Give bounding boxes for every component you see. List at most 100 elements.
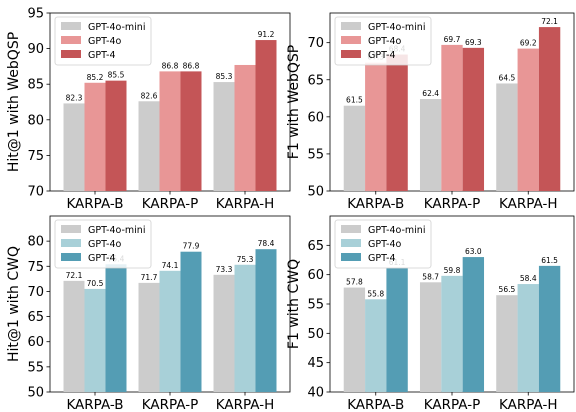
- bar: [63, 280, 85, 392]
- legend-swatch: [341, 36, 361, 44]
- data-label: 85.5: [108, 71, 125, 80]
- bar: [517, 284, 539, 392]
- y-tick-label: 50: [27, 386, 44, 401]
- legend-swatch: [341, 50, 361, 58]
- y-tick-label: 60: [27, 335, 44, 350]
- legend-label: GPT-4: [368, 50, 396, 61]
- bar: [84, 82, 106, 191]
- y-axis-label: F1 with CWQ: [286, 259, 302, 349]
- y-tick-label: 65: [307, 73, 324, 88]
- data-label: 82.6: [141, 91, 158, 100]
- data-label: 85.2: [87, 73, 104, 82]
- x-tick-label: KARPA-H: [216, 397, 274, 412]
- bar: [180, 251, 202, 392]
- bar: [234, 264, 256, 392]
- bar: [462, 257, 485, 392]
- legend-label: GPT-4: [88, 50, 116, 61]
- bar: [213, 274, 235, 392]
- chart-panel-3: 50 55 60 65 70 75 80 Hit@1 with CWQ KARPA-B KARPA…: [6, 215, 291, 412]
- bar: [234, 64, 256, 191]
- x-tick-label: KARPA-B: [66, 196, 123, 212]
- y-axis-label: Hit@1 with WebQSP: [6, 32, 22, 172]
- x-tick-label: KARPA-P: [142, 196, 198, 212]
- bar: [343, 287, 366, 392]
- data-label: 58.7: [422, 272, 439, 281]
- y-tick-label: 70: [27, 185, 44, 200]
- legend-label: GPT-4o: [368, 239, 401, 250]
- bar: [213, 82, 235, 191]
- legend-label: GPT-4o-mini: [368, 225, 425, 236]
- data-label: 72.1: [66, 271, 83, 280]
- data-label: 69.3: [465, 38, 482, 47]
- legend-swatch: [61, 36, 81, 44]
- data-label: 61.5: [346, 96, 363, 105]
- data-label: 91.2: [258, 30, 275, 39]
- legend-swatch: [341, 239, 361, 247]
- bar: [517, 48, 539, 191]
- bar: [180, 71, 202, 191]
- bar: [538, 27, 561, 191]
- legend-label: GPT-4o: [88, 36, 121, 47]
- y-tick-label: 95: [27, 7, 44, 22]
- x-tick-label: KARPA-H: [216, 196, 274, 212]
- bar: [441, 44, 463, 192]
- data-label: 61.5: [541, 256, 558, 265]
- data-label: 71.7: [141, 273, 158, 282]
- y-tick-label: 55: [307, 298, 324, 313]
- legend-swatch: [61, 22, 81, 30]
- data-label: 74.1: [162, 261, 179, 270]
- data-label: 57.8: [346, 278, 363, 287]
- data-label: 58.4: [520, 274, 537, 283]
- bar: [496, 83, 518, 191]
- x-tick-label: KARPA-B: [347, 196, 404, 212]
- legend-label: GPT-4o: [88, 239, 121, 250]
- data-label: 59.8: [444, 266, 461, 275]
- data-label: 86.8: [183, 61, 200, 70]
- bar: [105, 80, 127, 191]
- y-tick-label: 80: [27, 113, 44, 128]
- bar: [105, 264, 127, 392]
- data-label: 86.8: [162, 61, 179, 70]
- bar: [84, 288, 106, 392]
- x-tick-label: KARPA-P: [142, 397, 198, 412]
- data-label: 63.0: [465, 247, 482, 256]
- data-label: 55.8: [367, 289, 384, 298]
- y-tick-label: 55: [27, 360, 44, 375]
- legend-swatch: [61, 239, 81, 247]
- x-tick-label: KARPA-P: [424, 196, 480, 212]
- x-tick-label: KARPA-H: [499, 196, 557, 212]
- y-tick-label: 80: [27, 235, 44, 250]
- bar: [386, 54, 408, 192]
- y-tick-label: 60: [307, 110, 324, 125]
- bar: [255, 249, 277, 392]
- legend-label: GPT-4: [368, 253, 396, 264]
- data-label: 56.5: [499, 285, 516, 294]
- bar: [138, 282, 160, 392]
- chart-panel-1: 70 75 80 85 90 95 Hit@1 with WebQSP KARPA-B KARP…: [6, 7, 291, 212]
- y-tick-label: 55: [307, 147, 324, 162]
- bar: [365, 62, 387, 191]
- legend-swatch: [341, 22, 361, 30]
- bar: [419, 282, 442, 392]
- y-tick-label: 45: [307, 356, 324, 371]
- y-tick-label: 75: [27, 149, 44, 164]
- y-tick-label: 65: [307, 239, 324, 254]
- data-label: 69.7: [444, 35, 461, 44]
- y-tick-label: 50: [307, 185, 324, 200]
- bar: [365, 299, 387, 392]
- legend-swatch: [341, 253, 361, 261]
- bar: [462, 47, 485, 191]
- data-label: 85.3: [216, 72, 233, 81]
- x-tick-label: KARPA-B: [66, 397, 123, 412]
- legend-label: GPT-4o-mini: [88, 225, 145, 236]
- y-tick-label: 85: [27, 78, 44, 93]
- y-axis-label: F1 with WebQSP: [286, 45, 302, 159]
- y-tick-label: 90: [27, 42, 44, 57]
- y-axis-label: Hit@1 with CWQ: [6, 246, 22, 362]
- y-tick-label: 40: [307, 386, 324, 401]
- legend-swatch: [61, 50, 81, 58]
- bar: [63, 103, 85, 191]
- bar: [159, 71, 181, 191]
- data-label: 78.4: [258, 239, 275, 248]
